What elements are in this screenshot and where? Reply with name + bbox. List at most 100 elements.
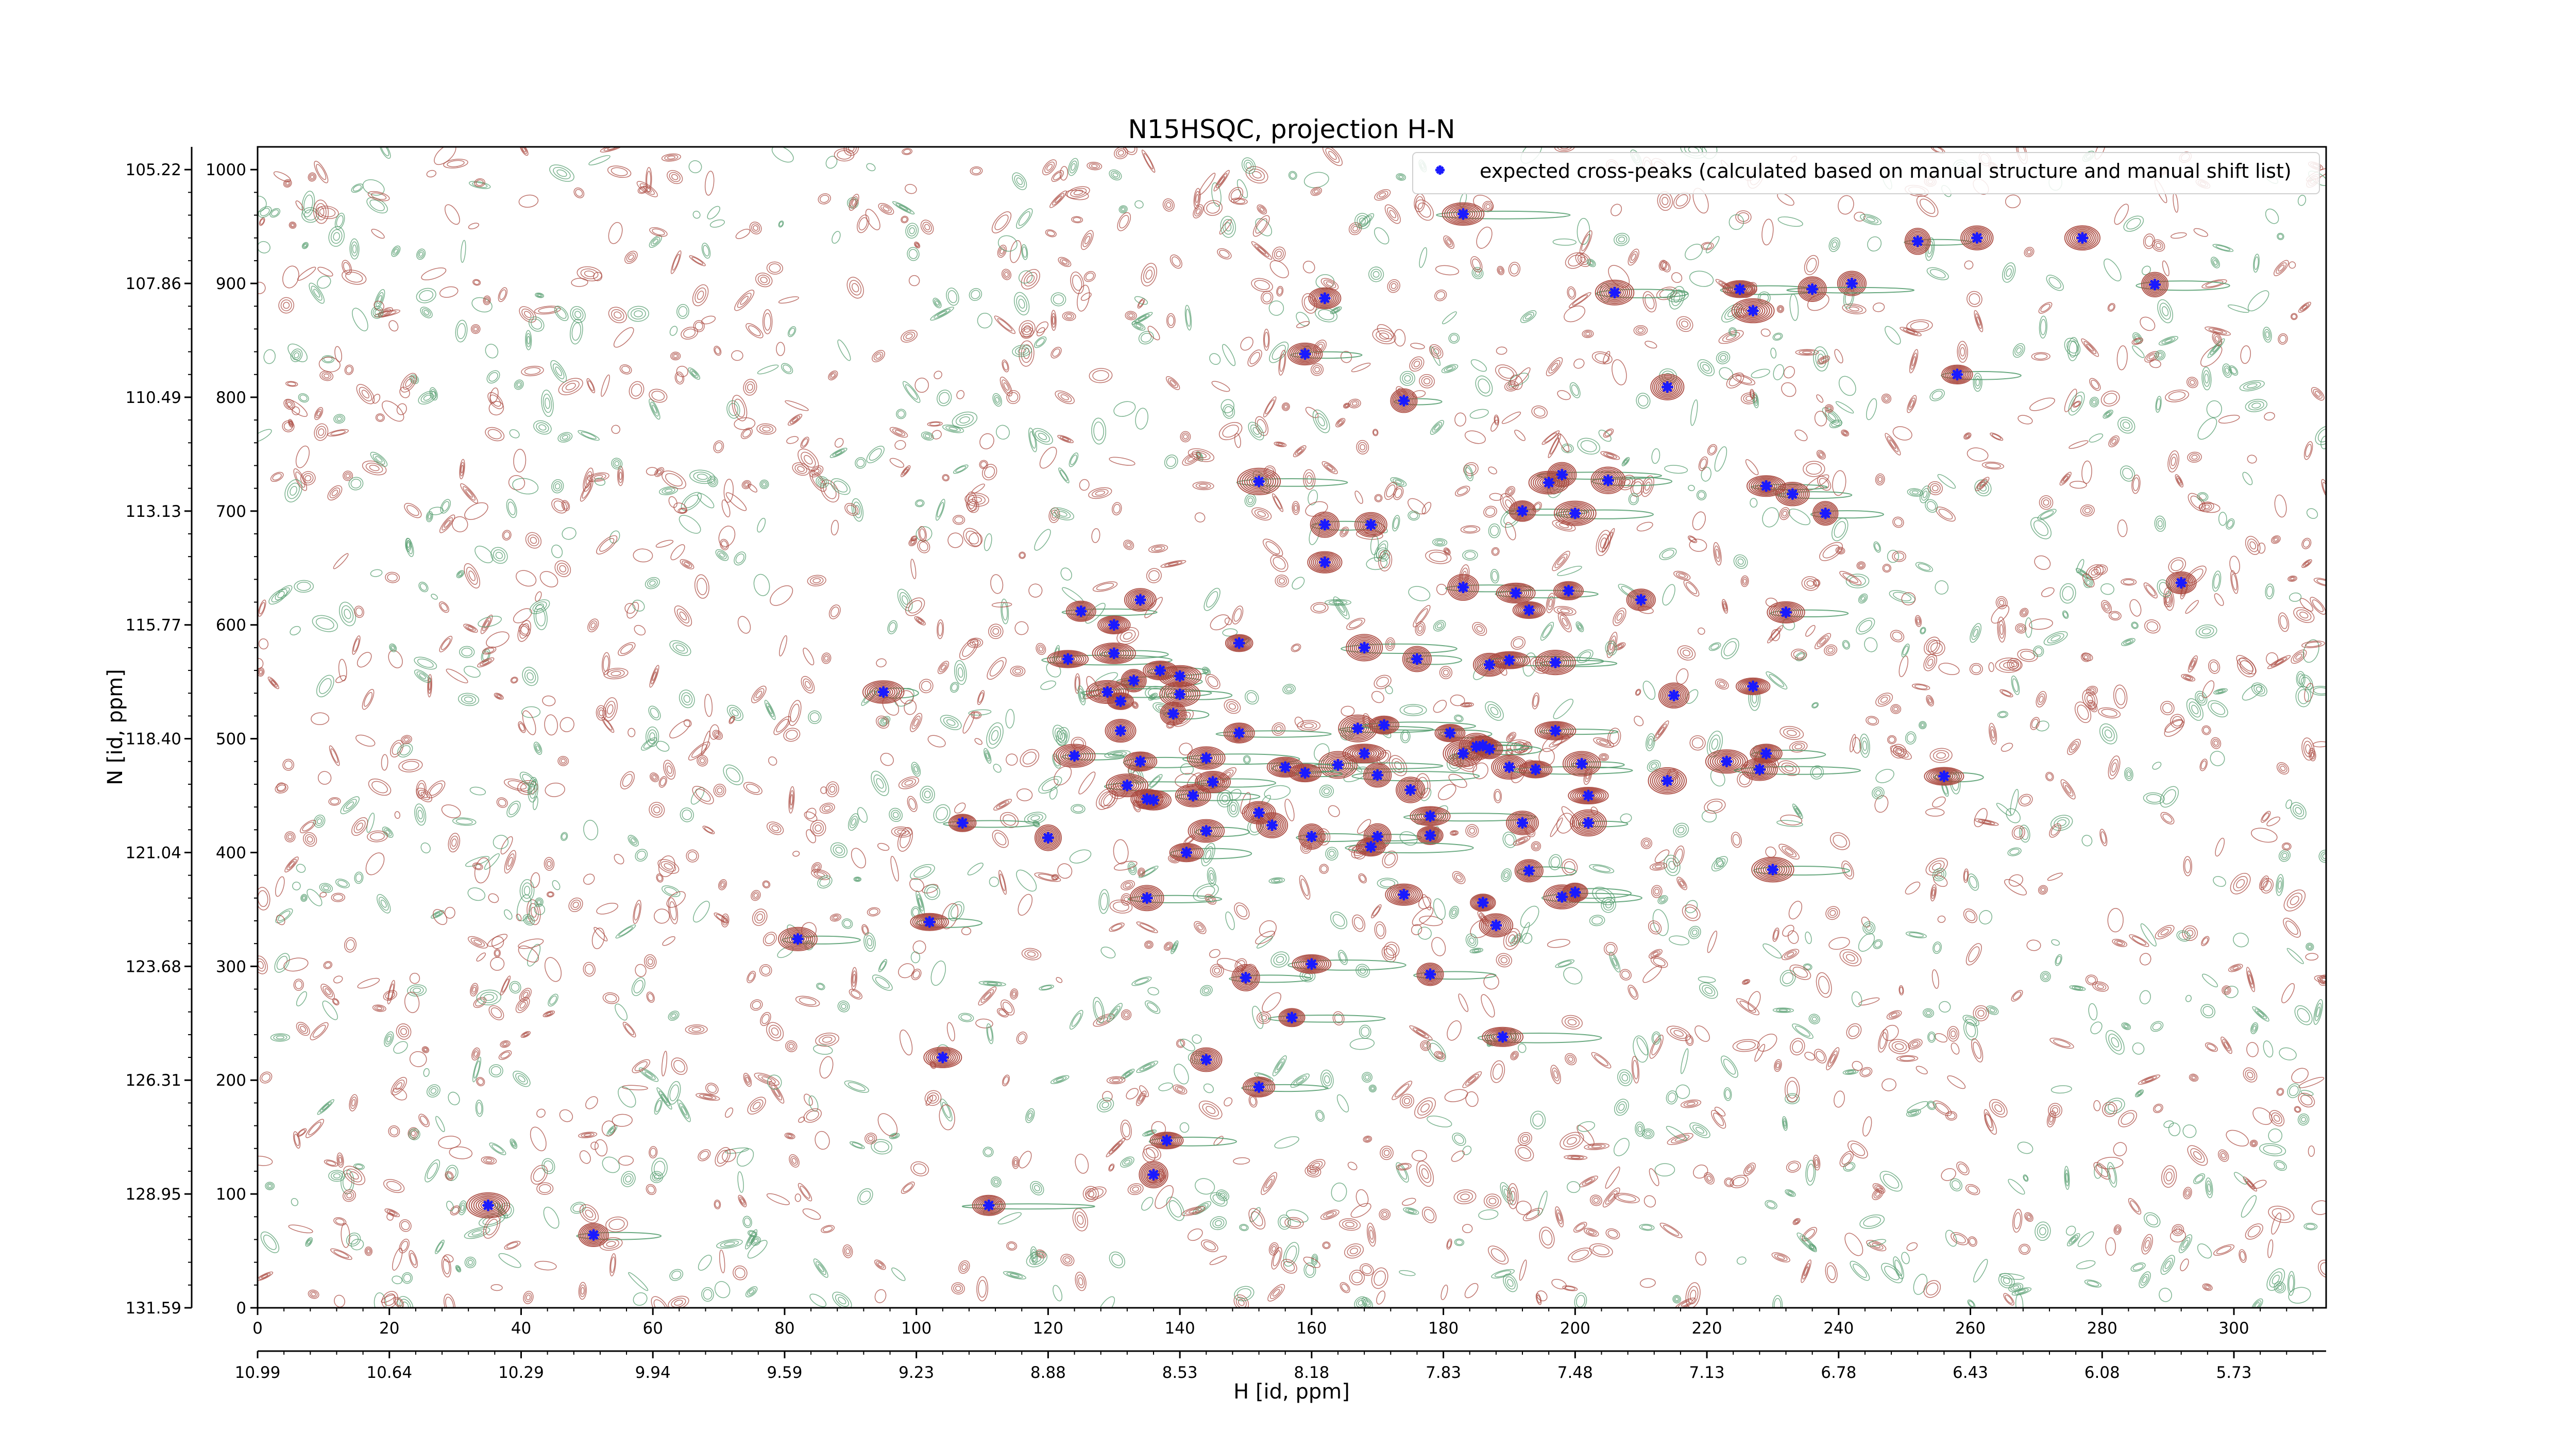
- negative-noise-contour: [1723, 1087, 1732, 1101]
- positive-noise-contour: [660, 861, 676, 872]
- negative-noise-contour: [1633, 1035, 1649, 1063]
- positive-noise-contour: [702, 825, 715, 834]
- positive-noise-contour: [1125, 883, 1131, 888]
- positive-noise-contour: [1803, 461, 1825, 477]
- positive-noise-contour: [1741, 577, 1748, 586]
- negative-noise-contour: [871, 770, 889, 796]
- positive-noise-contour: [1010, 665, 1026, 677]
- negative-noise-contour: [1110, 171, 1120, 179]
- positive-noise-contour: [634, 1061, 648, 1071]
- positive-noise-contour: [1465, 824, 1479, 838]
- positive-noise-contour: [1925, 656, 1936, 669]
- positive-noise-contour: [1204, 200, 1223, 216]
- negative-noise-contour: [851, 498, 864, 522]
- negative-noise-contour: [897, 410, 905, 418]
- negative-noise-contour: [421, 308, 431, 317]
- negative-noise-contour: [2275, 1161, 2285, 1170]
- positive-noise-contour: [2107, 303, 2115, 312]
- negative-noise-contour: [423, 310, 429, 315]
- positive-noise-contour: [1146, 942, 1151, 947]
- negative-noise-contour: [1906, 733, 1915, 743]
- positive-noise-contour: [1374, 1270, 1386, 1286]
- positive-noise-contour: [737, 616, 751, 634]
- negative-noise-contour: [1637, 1125, 1642, 1133]
- positive-noise-contour: [1636, 689, 1640, 695]
- positive-noise-contour: [2114, 204, 2129, 225]
- negative-noise-contour: [2017, 1141, 2033, 1154]
- positive-noise-contour: [629, 381, 645, 399]
- negative-noise-contour: [745, 1229, 758, 1250]
- negative-noise-contour: [1639, 1224, 1655, 1231]
- positive-noise-contour: [1469, 828, 1475, 834]
- positive-noise-contour: [2311, 387, 2325, 401]
- negative-noise-contour: [2094, 1164, 2103, 1179]
- negative-noise-contour: [2132, 1042, 2145, 1055]
- positive-noise-contour: [801, 451, 816, 468]
- negative-noise-contour: [753, 1239, 758, 1243]
- positive-noise-contour: [2084, 692, 2096, 707]
- positive-noise-contour: [2048, 1113, 2055, 1125]
- positive-noise-contour: [536, 1182, 554, 1195]
- negative-noise-contour: [2012, 343, 2025, 358]
- negative-noise-contour: [562, 527, 577, 540]
- positive-noise-contour: [1806, 463, 1822, 475]
- negative-noise-contour: [525, 330, 532, 350]
- negative-noise-contour: [456, 570, 465, 579]
- positive-noise-contour: [510, 677, 518, 684]
- positive-noise-contour: [771, 825, 779, 832]
- negative-noise-contour: [1308, 490, 1318, 506]
- positive-noise-contour: [2046, 1110, 2056, 1127]
- positive-noise-contour: [2259, 875, 2269, 890]
- positive-noise-contour: [2200, 760, 2207, 770]
- positive-noise-contour: [668, 496, 677, 508]
- negative-noise-contour: [1592, 865, 1611, 872]
- positive-noise-contour: [2121, 1112, 2134, 1125]
- positive-noise-contour: [1547, 939, 1570, 948]
- positive-noise-contour: [1607, 728, 1621, 747]
- positive-noise-contour: [444, 906, 455, 919]
- positive-noise-contour: [603, 667, 629, 680]
- positive-noise-contour: [732, 395, 748, 422]
- positive-noise-contour: [805, 807, 817, 819]
- negative-noise-contour: [783, 364, 792, 373]
- positive-noise-contour: [1326, 465, 1333, 471]
- negative-noise-contour: [2280, 851, 2289, 861]
- positive-noise-contour: [259, 602, 265, 615]
- positive-noise-contour: [2144, 619, 2161, 634]
- negative-noise-contour: [2016, 347, 2022, 354]
- negative-noise-contour: [649, 398, 660, 420]
- positive-noise-contour: [1349, 619, 1363, 629]
- positive-noise-contour: [654, 908, 670, 924]
- positive-noise-contour: [488, 401, 504, 416]
- positive-noise-contour: [2261, 811, 2271, 823]
- negative-noise-contour: [1395, 480, 1402, 484]
- positive-noise-contour: [1974, 310, 1984, 332]
- negative-noise-contour: [1614, 232, 1630, 246]
- negative-noise-contour: [1001, 598, 1009, 625]
- positive-noise-contour: [743, 379, 757, 396]
- positive-noise-contour: [2321, 479, 2326, 499]
- negative-noise-contour: [1963, 1019, 1978, 1040]
- positive-noise-contour: [2302, 539, 2310, 548]
- positive-noise-contour: [999, 248, 1005, 255]
- positive-noise-contour: [820, 786, 827, 794]
- positive-noise-contour: [1958, 344, 1967, 360]
- positive-noise-contour: [908, 798, 916, 810]
- positive-noise-contour: [1707, 1175, 1712, 1181]
- positive-noise-contour: [713, 783, 726, 798]
- positive-noise-contour: [1816, 394, 1824, 403]
- positive-noise-contour: [352, 635, 361, 655]
- positive-noise-contour: [1611, 204, 1622, 216]
- positive-noise-contour: [745, 1076, 750, 1083]
- positive-noise-contour: [1012, 667, 1024, 676]
- positive-noise-contour: [725, 1107, 734, 1118]
- negative-noise-contour: [1040, 680, 1056, 690]
- positive-noise-contour: [2064, 785, 2072, 794]
- positive-noise-contour: [1073, 217, 1081, 223]
- negative-noise-contour: [1718, 353, 1728, 363]
- positive-noise-contour: [2053, 1039, 2071, 1048]
- positive-noise-contour: [1451, 831, 1458, 835]
- positive-noise-contour: [579, 1284, 586, 1298]
- positive-noise-contour: [586, 378, 596, 394]
- positive-noise-contour: [694, 322, 703, 331]
